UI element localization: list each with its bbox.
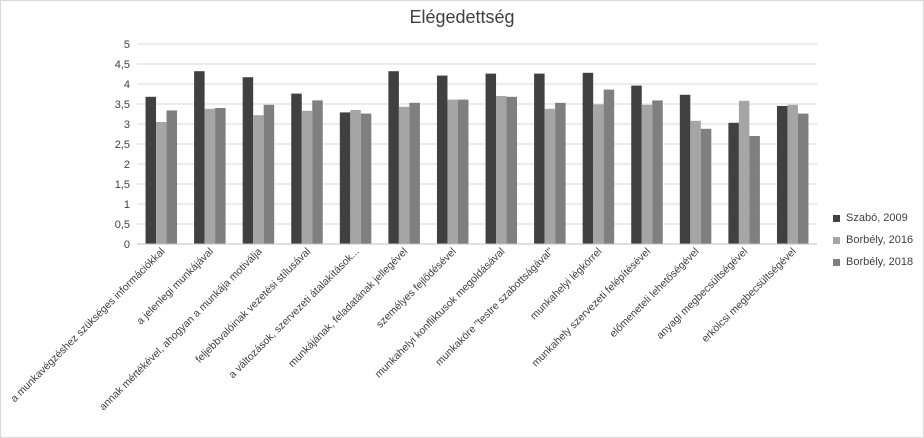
x-tick-label: előmeneteli lehetőségével [607,246,701,340]
bar-1 [339,112,351,245]
legend-label: Borbély, 2018 [846,256,914,268]
x-tick-label: annak mértékével, ahogyan a munkája moti… [97,246,264,413]
bar-1 [582,72,594,244]
bar-1 [728,122,739,244]
y-tick-label: 5 [124,39,130,51]
bar-2 [690,120,701,244]
bar-1 [436,75,448,244]
bar-2 [447,99,458,244]
y-tick-label: 3,5 [115,99,130,111]
bar-2 [496,96,507,244]
chart-legend: Szabó, 2009 Borbély, 2016 Borbély, 2018 [833,207,913,273]
y-tick-label: 4,5 [115,59,130,71]
bar-2 [253,115,264,244]
y-tick-label: 1 [124,199,130,211]
bar-1 [679,94,691,244]
bar-2 [350,110,361,244]
bar-3 [360,113,372,244]
bar-3 [603,89,615,244]
bar-3 [215,108,226,244]
bar-2 [641,104,653,244]
y-tick-label: 2 [124,159,130,171]
bar-3 [749,136,760,244]
legend-label: Szabó, 2009 [846,212,908,224]
y-tick-label: 0 [124,239,130,251]
y-tick-label: 2,5 [115,139,130,151]
legend-item: Borbély, 2016 [833,229,913,251]
bar-3 [457,99,469,244]
bar-1 [534,73,545,244]
x-tick-label: anyagi megbecsültségével [654,246,750,342]
legend-item: Szabó, 2009 [833,207,913,229]
bar-2 [544,108,556,244]
legend-swatch [833,236,840,244]
bar-3 [409,102,420,244]
bar-3 [797,113,809,244]
bar-3 [652,100,663,245]
y-tick-label: 0,5 [115,219,130,231]
y-tick-label: 1,5 [115,179,130,191]
bar-1 [776,106,788,244]
legend-swatch [833,214,840,222]
bar-1 [485,73,497,244]
bar-2 [301,110,313,244]
bar-1 [291,93,302,244]
bar-3 [700,128,712,244]
legend-label: Borbély, 2016 [846,234,914,246]
bar-2 [156,122,167,244]
bar-1 [242,77,254,244]
bar-3 [506,96,518,244]
bar-1 [194,71,205,244]
x-tick-label: személyes fejlődésével [374,246,459,331]
bar-1 [388,71,399,244]
legend-swatch [833,258,840,266]
bar-1 [145,96,157,244]
bar-2 [204,108,216,244]
bar-3 [555,102,566,244]
y-tick-label: 4 [124,79,130,91]
bar-2 [738,100,750,244]
y-tick-label: 3 [124,119,130,131]
bar-1 [631,85,642,244]
legend-item: Borbély, 2018 [833,251,913,273]
bar-2 [398,106,410,244]
bar-3 [166,110,178,245]
bar-3 [312,100,323,245]
x-tick-label: erkölcsi megbecsültségével [700,246,799,345]
bar-2 [593,104,604,245]
bar-3 [263,104,275,244]
bar-2 [787,104,798,244]
chart-title: Elégedettség [409,7,515,27]
